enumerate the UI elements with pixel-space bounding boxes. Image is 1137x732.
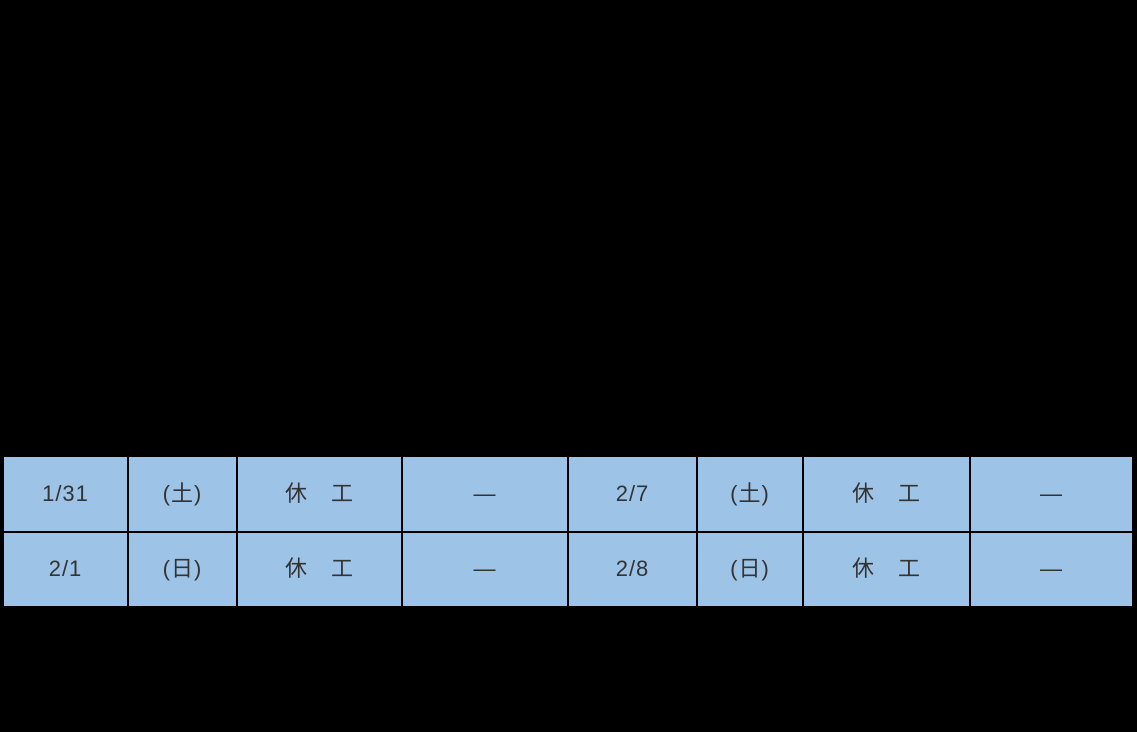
- table-row: 2/1 (日) 休 工 — 2/8 (日) 休 工 —: [4, 532, 1132, 606]
- cell-remark: —: [403, 532, 567, 606]
- cell-weekday: (土): [698, 457, 802, 531]
- cell-date: 2/7: [569, 457, 696, 531]
- table-row: 1/31 (土) 休 工 — 2/7 (土) 休 工 —: [4, 457, 1132, 531]
- cell-date: 1/31: [4, 457, 127, 531]
- cell-date: 2/1: [4, 532, 127, 606]
- cell-status: 休 工: [804, 457, 969, 531]
- cell-status: 休 工: [804, 532, 969, 606]
- cell-weekday: (日): [698, 532, 802, 606]
- cell-weekday: (日): [129, 532, 236, 606]
- cell-status: 休 工: [238, 532, 401, 606]
- cell-date: 2/8: [569, 532, 696, 606]
- cell-remark: —: [971, 532, 1132, 606]
- cell-remark: —: [403, 457, 567, 531]
- work-schedule-table: 1/31 (土) 休 工 — 2/7 (土) 休 工 — 2/1 (日) 休 工…: [2, 455, 1134, 608]
- cell-status: 休 工: [238, 457, 401, 531]
- cell-remark: —: [971, 457, 1132, 531]
- cell-weekday: (土): [129, 457, 236, 531]
